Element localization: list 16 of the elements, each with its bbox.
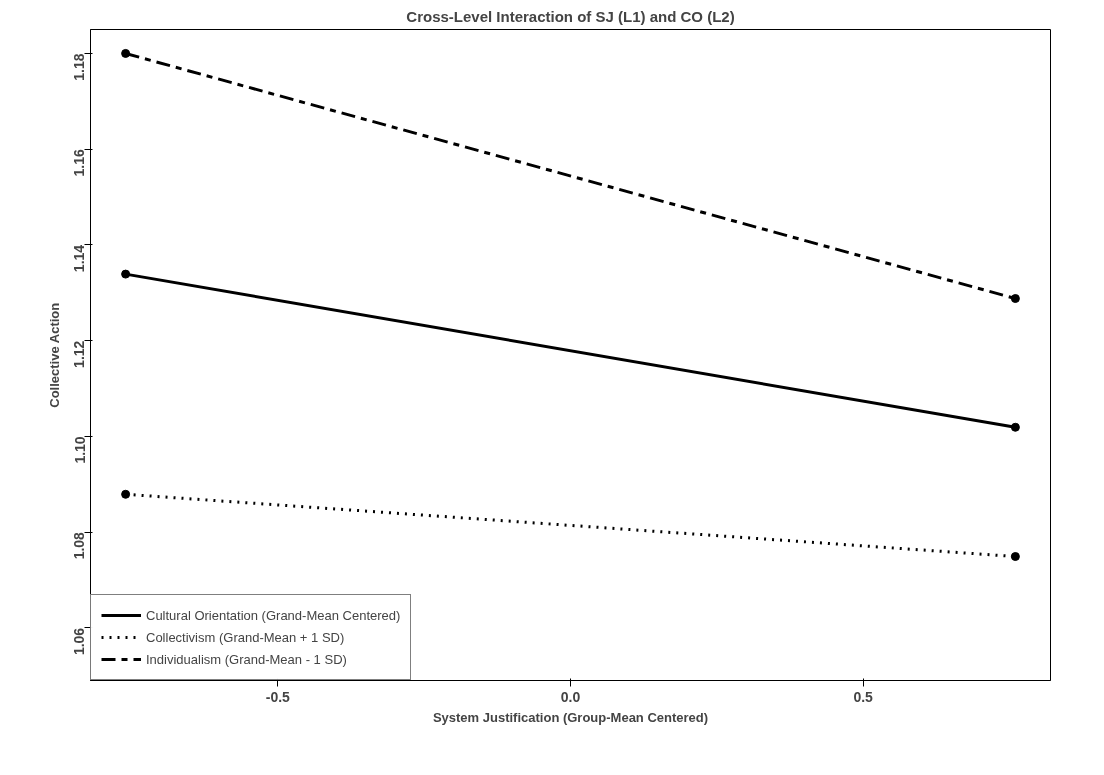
y-tick-label: 1.12	[71, 340, 88, 368]
y-axis-title: Collective Action	[46, 302, 62, 408]
x-tick-label: -0.5	[265, 688, 291, 705]
y-tick-label: 1.06	[71, 627, 88, 656]
legend-label: Cultural Orientation (Grand-Mean Centered)	[146, 607, 401, 623]
y-tick-label: 1.18	[71, 53, 88, 81]
y-tick-label: 1.14	[71, 244, 88, 273]
y-tick-label: 1.08	[71, 531, 88, 560]
x-tick-label: 0.5	[853, 688, 874, 705]
x-axis-title: System Justification (Group-Mean Centered)	[432, 709, 709, 725]
legend-label: Collectivism (Grand-Mean + 1 SD)	[146, 629, 345, 645]
x-tick-label: 0.0	[560, 688, 581, 705]
legend-label: Individualism (Grand-Mean - 1 SD)	[146, 651, 347, 667]
y-tick-label: 1.10	[71, 436, 88, 464]
y-tick-label: 1.16	[71, 148, 88, 177]
chart-title: Cross-Level Interaction of SJ (L1) and CO (L2)	[406, 7, 735, 25]
